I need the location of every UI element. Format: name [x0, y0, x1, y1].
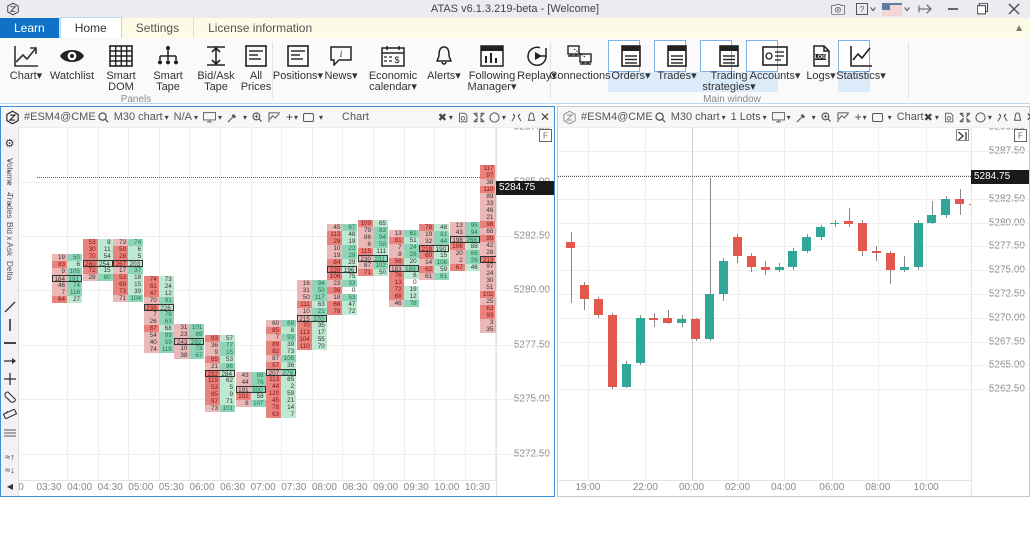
svg-text:LOG: LOG: [815, 54, 827, 60]
svg-text:?: ?: [859, 5, 864, 14]
svg-text:i: i: [340, 49, 343, 59]
svg-text:F: F: [1018, 132, 1023, 141]
svg-text:F: F: [543, 132, 548, 141]
svg-text:$: $: [394, 55, 399, 65]
